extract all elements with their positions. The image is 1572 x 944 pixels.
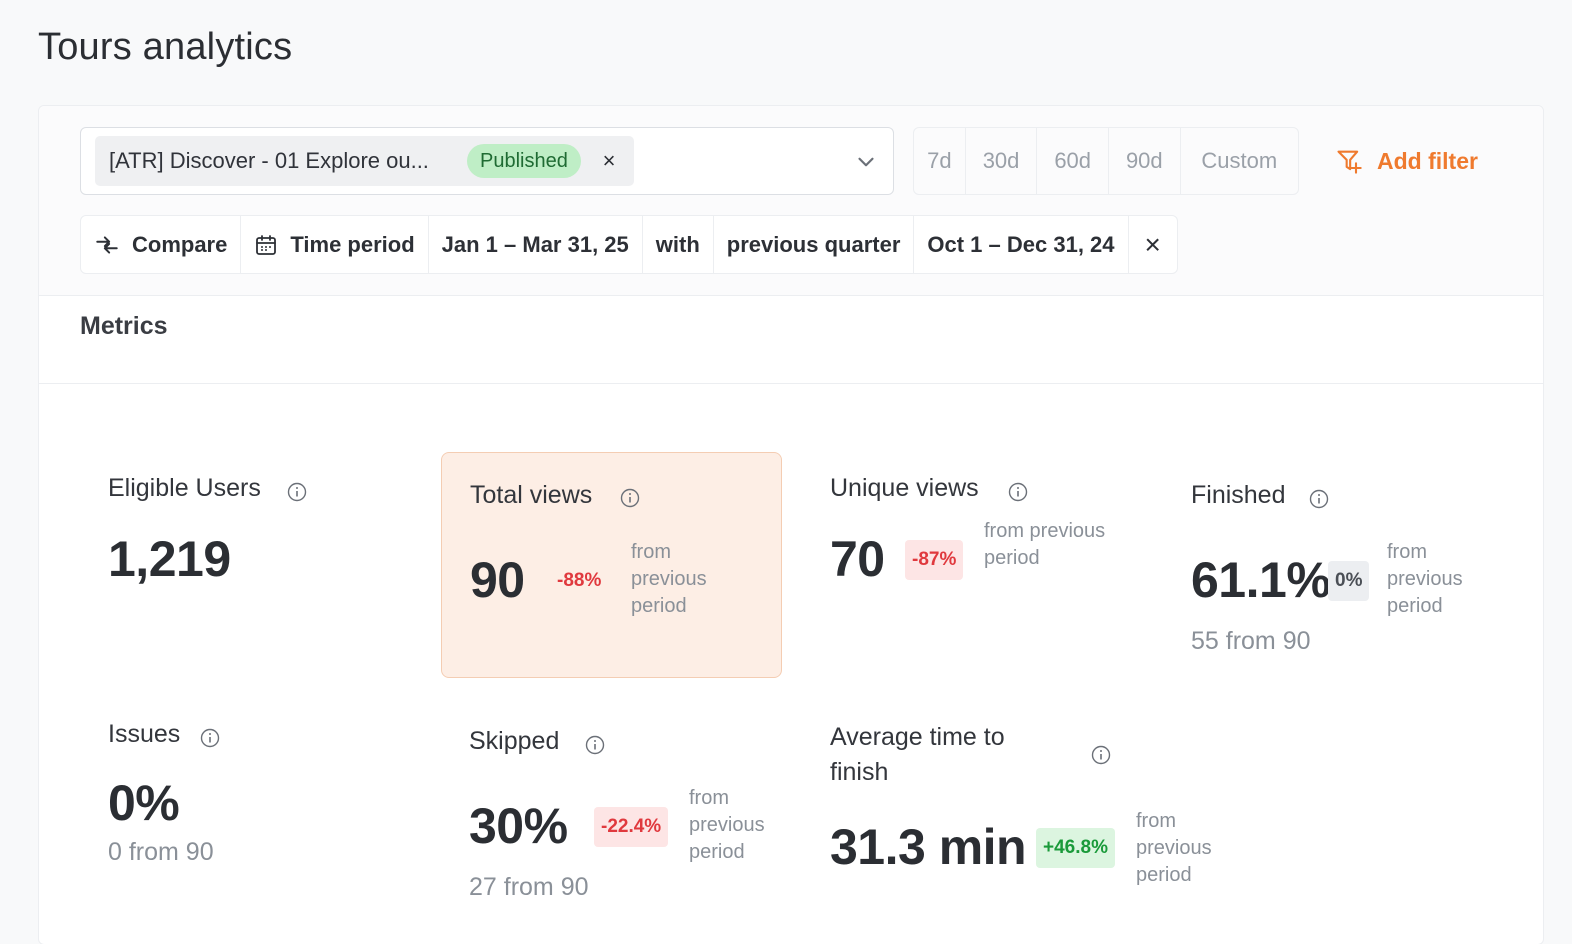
delta-badge: +46.8% <box>1036 828 1115 868</box>
page-title: Tours analytics <box>38 26 293 68</box>
info-icon[interactable] <box>585 735 605 755</box>
time-period-label: Time period <box>290 231 415 257</box>
metric-card-unique-views: Unique views 70 -87% from previous perio… <box>830 474 1150 674</box>
metric-label: Total views <box>470 481 593 509</box>
delta-badge: 0% <box>1328 561 1370 601</box>
period-range[interactable]: Jan 1 – Mar 31, 25 <box>429 216 643 273</box>
delta-badge: -22.4% <box>594 807 669 847</box>
range-90d-button[interactable]: 90d <box>1109 128 1181 194</box>
metric-value: 0% <box>108 775 180 831</box>
metric-label: Average time to finish <box>830 720 1005 790</box>
calendar-icon <box>256 234 277 255</box>
note-line: from <box>631 541 671 563</box>
metric-value: 30% <box>469 798 568 854</box>
note-line: period <box>631 595 687 617</box>
info-icon[interactable] <box>1309 489 1329 509</box>
info-icon[interactable] <box>1008 482 1028 502</box>
add-filter-label: Add filter <box>1377 147 1478 174</box>
metric-label: Issues <box>108 720 181 748</box>
tour-chip: [ATR] Discover - 01 Explore ou... Publis… <box>95 136 634 186</box>
from-previous-note: from previous period <box>1136 808 1212 889</box>
metric-card-total-views[interactable]: Total views 90 -88% from previous period <box>441 452 782 678</box>
metric-card-eligible-users: Eligible Users 1,219 <box>108 474 428 674</box>
label-line: Average time to <box>830 723 1005 751</box>
tour-select[interactable]: [ATR] Discover - 01 Explore ou... Publis… <box>80 127 894 195</box>
from-previous-note: from previous period <box>1387 539 1463 620</box>
info-icon[interactable] <box>287 482 307 502</box>
compare-label: Compare <box>132 231 228 257</box>
delta-badge: -87% <box>905 540 964 580</box>
note-line: period <box>984 547 1040 569</box>
comparison-selector[interactable]: previous quarter <box>714 216 915 273</box>
note-line: from previous <box>984 520 1106 542</box>
metric-subvalue: 0 from 90 <box>108 838 214 866</box>
with-label: with <box>643 216 714 273</box>
note-line: from <box>689 787 729 809</box>
chevron-down-icon[interactable] <box>853 149 879 175</box>
close-icon[interactable]: × <box>602 148 616 173</box>
range-custom-button[interactable]: Custom <box>1201 148 1278 173</box>
from-previous-note: from previous period <box>689 785 765 866</box>
note-line: previous <box>689 814 765 836</box>
metrics-header: Metrics <box>39 296 1543 384</box>
note-line: previous <box>1387 568 1463 590</box>
note-line: previous <box>631 568 707 590</box>
note-line: period <box>1387 595 1443 617</box>
clear-compare-icon[interactable]: × <box>1144 228 1161 260</box>
comparison-period-range[interactable]: Oct 1 – Dec 31, 24 <box>914 216 1129 273</box>
status-badge: Published <box>467 144 581 178</box>
metric-value: 90 <box>470 552 525 608</box>
metric-card-avg-time: Average time to finish 31.3 min +46.8% f… <box>830 720 1250 940</box>
compare-arrows-icon <box>96 235 118 254</box>
note-line: from <box>1136 810 1176 832</box>
from-previous-note: from previous period <box>984 518 1105 572</box>
tour-chip-label: [ATR] Discover - 01 Explore ou... <box>109 148 429 173</box>
metric-label: Unique views <box>830 474 979 502</box>
filter-add-icon <box>1337 150 1362 174</box>
metric-subvalue: 55 from 90 <box>1191 627 1311 655</box>
metric-subvalue: 27 from 90 <box>469 873 589 901</box>
date-range-group: 7d 30d 60d 90d Custom <box>913 127 1299 195</box>
note-line: period <box>689 841 745 863</box>
info-icon[interactable] <box>1091 745 1111 765</box>
note-line: previous <box>1136 837 1212 859</box>
compare-bar: Compare Time period Jan 1 – Mar 31, 25 w… <box>80 215 1178 274</box>
from-previous-note: from previous period <box>631 539 707 620</box>
metrics-title: Metrics <box>80 312 168 340</box>
metric-value: 31.3 min <box>830 819 1027 875</box>
delta-badge: -88% <box>557 570 602 591</box>
info-icon[interactable] <box>620 488 640 508</box>
metric-value: 1,219 <box>108 531 231 587</box>
metric-label: Skipped <box>469 727 560 755</box>
analytics-panel: [ATR] Discover - 01 Explore ou... Publis… <box>38 105 1544 944</box>
metric-value: 70 <box>830 531 885 587</box>
filter-area: [ATR] Discover - 01 Explore ou... Publis… <box>39 106 1543 296</box>
metric-card-skipped: Skipped 30% -22.4% from previous period … <box>469 727 799 927</box>
compare-toggle[interactable]: Compare <box>81 216 242 273</box>
metric-value: 61.1% <box>1191 552 1331 608</box>
add-filter-button[interactable]: Add filter <box>1335 127 1478 195</box>
range-7d-button[interactable]: 7d <box>914 128 966 194</box>
range-30d-button[interactable]: 30d <box>966 128 1038 194</box>
metric-card-issues: Issues 0% 0 from 90 <box>108 720 428 920</box>
note-line: period <box>1136 864 1192 886</box>
note-line: from <box>1387 541 1427 563</box>
metric-label: Eligible Users <box>108 474 261 502</box>
metric-label: Finished <box>1191 481 1286 509</box>
range-60d-button[interactable]: 60d <box>1037 128 1109 194</box>
time-period-selector[interactable]: Time period <box>241 216 429 273</box>
metric-card-finished: Finished 61.1% 0% from previous period 5… <box>1191 481 1521 681</box>
info-icon[interactable] <box>200 728 220 748</box>
label-line: finish <box>830 758 889 786</box>
